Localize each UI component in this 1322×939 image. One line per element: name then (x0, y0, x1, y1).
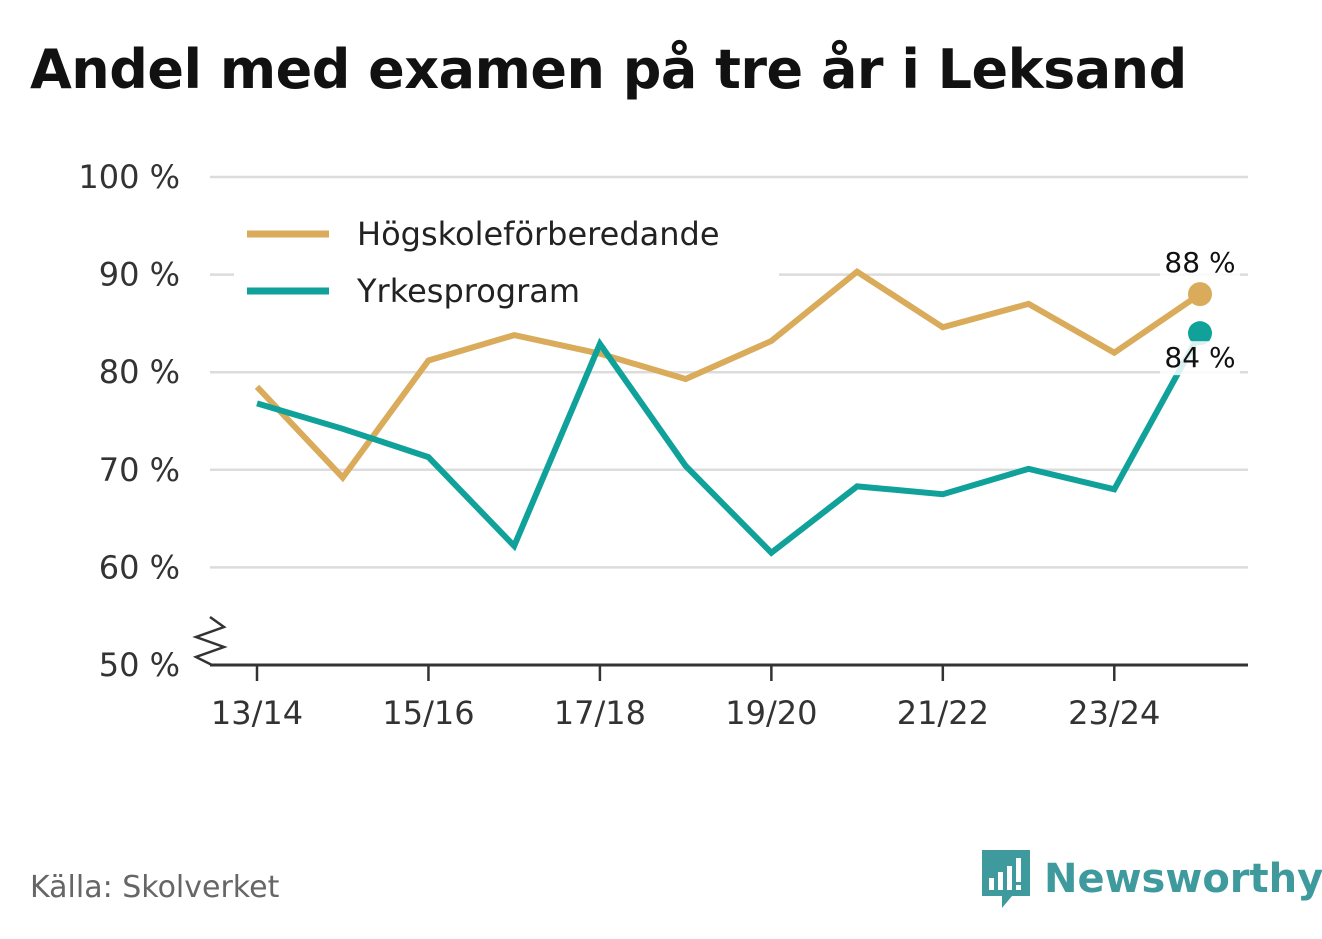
x-tick-label: 21/22 (897, 694, 989, 732)
end-label-1: 84 % (1164, 341, 1235, 374)
brand-logo: Newsworthy (980, 848, 1322, 910)
end-labels: 88 % 84 % (1160, 246, 1240, 376)
end-label-bg (1160, 246, 1240, 281)
x-tick-label: 13/14 (211, 694, 303, 732)
series-end-point-1 (1188, 321, 1212, 346)
y-tick-label: 90 % (99, 256, 180, 294)
end-label-0: 88 % (1164, 246, 1235, 279)
x-tick-label: 19/20 (725, 694, 817, 732)
legend-box (234, 205, 779, 315)
legend: Högskoleförberedande Yrkesprogram (234, 205, 779, 315)
x-tick-label: 17/18 (554, 694, 646, 732)
legend-label-1: Yrkesprogram (356, 272, 580, 310)
x-tick-label: 15/16 (382, 694, 474, 732)
series-end-point-0 (1188, 282, 1212, 307)
newsworthy-logo-icon (982, 850, 1030, 908)
y-tick-label: 70 % (99, 451, 180, 489)
chart-title: Andel med examen på tre år i Leksand (30, 38, 1187, 101)
x-axis-ticks: 13/14 15/16 17/18 19/20 21/22 23/24 (211, 665, 1160, 732)
series-lines (254, 267, 1212, 557)
end-label-bg (1160, 341, 1240, 376)
series-line-1 (256, 331, 1203, 557)
x-tick-label: 23/24 (1068, 694, 1160, 732)
y-axis-ticks: 50 % 60 % 70 % 80 % 90 % 100 % (78, 158, 180, 684)
axis-break-icon (192, 615, 228, 667)
y-tick-label: 50 % (99, 646, 180, 684)
y-tick-label: 60 % (99, 548, 180, 586)
y-tick-label: 80 % (99, 353, 180, 391)
series-line-0 (254, 267, 1202, 483)
brand-name: Newsworthy (1044, 856, 1322, 902)
legend-label-0: Högskoleförberedande (357, 215, 720, 253)
source-note: Källa: Skolverket (30, 870, 280, 905)
y-tick-label: 100 % (78, 158, 180, 196)
